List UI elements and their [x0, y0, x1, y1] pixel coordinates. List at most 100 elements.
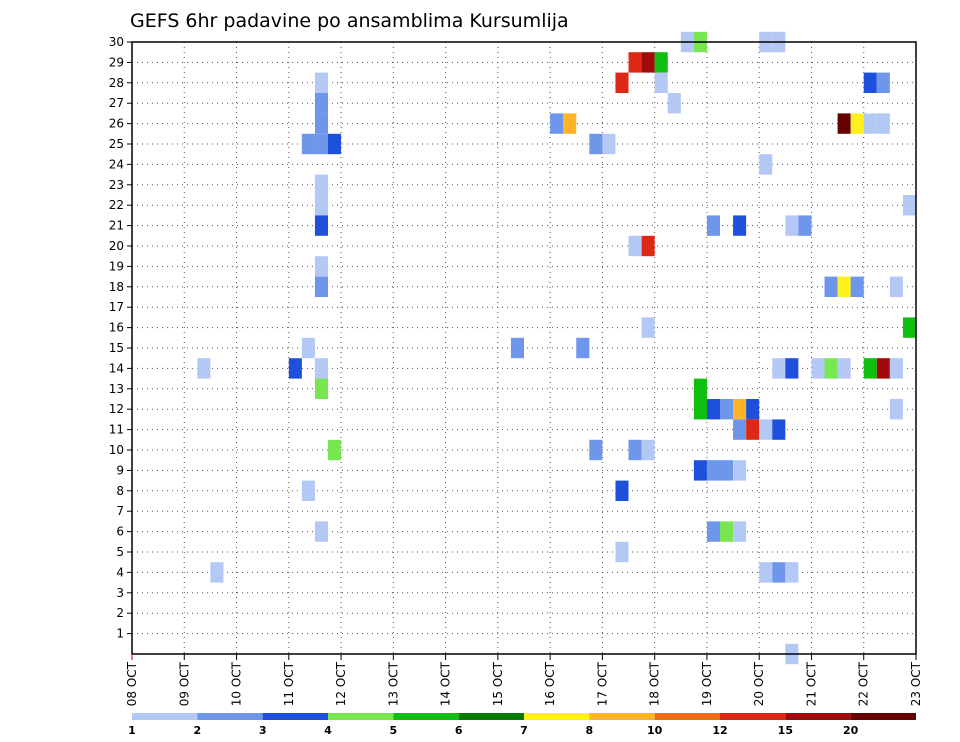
precip-cell: [314, 72, 328, 93]
y-tick-label: 29: [109, 55, 124, 69]
x-tick-label: 11 OCT: [282, 661, 296, 706]
x-tick-label: 20 OCT: [752, 661, 766, 706]
legend-label: 2: [194, 724, 202, 737]
precip-cell: [314, 276, 328, 297]
y-tick-label: 7: [116, 504, 124, 518]
precip-cell: [889, 399, 903, 420]
precip-cell: [615, 480, 629, 501]
legend-label: 12: [712, 724, 727, 737]
legend-label: 10: [647, 724, 663, 737]
precip-cell: [759, 419, 773, 440]
precip-cell: [328, 439, 342, 461]
precip-cell: [706, 460, 720, 481]
legend-swatch: [850, 713, 916, 720]
precip-cell: [210, 562, 224, 583]
legend-swatch: [458, 713, 524, 720]
x-tick-label: 18 OCT: [648, 661, 662, 706]
legend-swatch: [589, 713, 655, 720]
precip-cell: [197, 358, 211, 379]
precip-cell: [628, 235, 642, 257]
legend-label: 7: [520, 724, 528, 737]
precip-cell: [811, 358, 825, 379]
precip-cell: [837, 358, 851, 379]
x-tick-label: 12 OCT: [334, 661, 348, 706]
legend-swatch: [654, 713, 720, 720]
precip-cell: [641, 235, 655, 257]
legend-swatch: [197, 713, 263, 720]
precip-cell: [863, 358, 877, 379]
precip-cell: [720, 399, 734, 420]
y-tick-label: 23: [109, 178, 124, 192]
precip-cell: [314, 174, 328, 195]
y-tick-label: 14: [109, 361, 124, 375]
y-tick-label: 18: [109, 280, 124, 294]
precip-cell: [902, 195, 916, 216]
precip-cell: [314, 378, 328, 399]
precip-cell: [706, 521, 720, 542]
precip-cell: [301, 337, 315, 359]
precip-cell: [693, 399, 707, 420]
precip-cell: [746, 419, 760, 440]
precip-cell: [667, 93, 681, 114]
precip-cell: [288, 358, 302, 379]
y-tick-label: 1: [116, 627, 124, 641]
precip-cell: [785, 562, 799, 583]
precip-cell: [615, 541, 629, 563]
legend-swatch: [132, 713, 198, 720]
precip-cell: [314, 113, 328, 134]
legend-swatch: [785, 713, 851, 720]
precip-cell: [314, 256, 328, 277]
y-tick-label: 2: [116, 606, 124, 620]
precip-cell: [837, 276, 851, 297]
precip-cell: [589, 439, 603, 461]
precip-cell: [654, 52, 668, 73]
precip-cell: [785, 358, 799, 379]
precip-cell: [824, 276, 838, 297]
x-tick-label: 15 OCT: [491, 661, 505, 706]
precip-cell: [602, 133, 616, 155]
y-tick-label: 24: [109, 157, 124, 171]
legend-label: 6: [455, 724, 463, 737]
x-tick-label: 09 OCT: [177, 661, 191, 706]
precip-cell: [510, 337, 524, 359]
x-tick-label: 22 OCT: [857, 661, 871, 706]
legend-swatch: [720, 713, 786, 720]
legend-label: 20: [843, 724, 859, 737]
x-tick-label: 08 OCT: [125, 661, 139, 706]
precip-cell: [876, 113, 890, 134]
y-tick-label: 25: [109, 137, 124, 151]
precip-cell: [706, 215, 720, 236]
precip-cell: [314, 133, 328, 155]
color-legend: 1 2 3 4 5 6 7 8 10 12 15 20: [128, 713, 916, 737]
precip-cell: [641, 439, 655, 461]
legend-swatch: [393, 713, 459, 720]
precip-cell: [876, 358, 890, 379]
precip-cell: [576, 337, 590, 359]
precip-cell: [314, 215, 328, 236]
x-tick-label: 10 OCT: [230, 661, 244, 706]
y-tick-label: 10: [109, 443, 124, 457]
precipitation-cells: [197, 31, 916, 665]
precip-cell: [720, 521, 734, 542]
precip-cell: [772, 358, 786, 379]
precip-cell: [563, 113, 577, 134]
precip-cell: [876, 72, 890, 93]
x-tick-label: 19 OCT: [700, 661, 714, 706]
precip-cell: [863, 72, 877, 93]
precip-cell: [628, 439, 642, 461]
x-tick-label: 14 OCT: [439, 661, 453, 706]
y-tick-label: 21: [109, 219, 124, 233]
precip-cell: [889, 276, 903, 297]
precip-cell: [706, 399, 720, 420]
y-tick-label: 17: [109, 300, 124, 314]
precip-cell: [759, 562, 773, 583]
precip-cell: [850, 113, 864, 134]
precip-cell: [746, 399, 760, 420]
grid-lines: [132, 42, 916, 654]
x-tick-label: 23 OCT: [909, 661, 923, 706]
y-tick-label: 3: [116, 586, 124, 600]
y-tick-label: 13: [109, 382, 124, 396]
precip-cell: [641, 317, 655, 338]
y-tick-label: 6: [116, 525, 124, 539]
